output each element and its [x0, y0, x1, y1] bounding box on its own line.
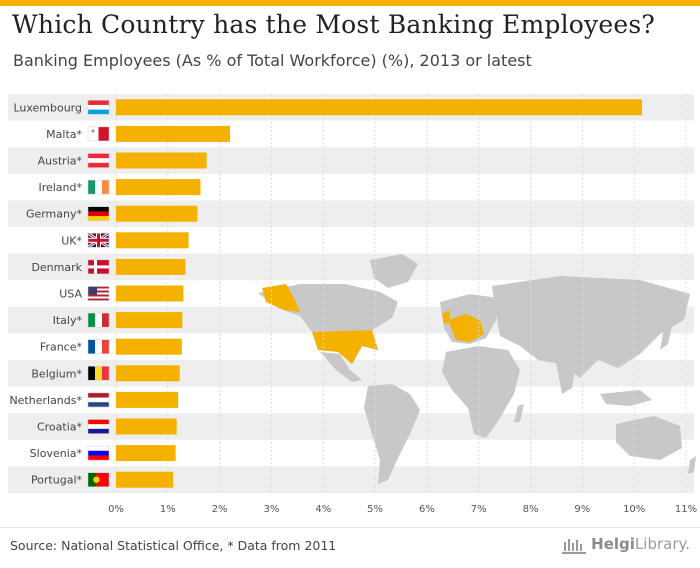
- x-tick-label: 4%: [315, 504, 331, 515]
- category-label: Germany*: [26, 208, 83, 221]
- bars: [116, 99, 642, 488]
- brand-name-rest: Library.: [634, 535, 690, 553]
- category-label: UK*: [61, 234, 82, 247]
- category-label: Ireland*: [38, 181, 82, 194]
- category-label: Luxembourg: [13, 101, 82, 114]
- library-building-icon: [562, 539, 587, 554]
- map-japan: [660, 326, 672, 350]
- top-accent-bar: [0, 0, 700, 6]
- netherlands-flag-icon: [87, 392, 110, 408]
- x-tick-label: 9%: [574, 504, 590, 515]
- x-tick-label: 2%: [212, 504, 228, 515]
- map-europe-highlight: [448, 314, 484, 342]
- france-flag-icon: [87, 339, 110, 354]
- uk-flag-icon: [87, 232, 110, 249]
- row-shade: [8, 253, 694, 281]
- row-shade: [8, 466, 694, 493]
- chart-subtitle: Banking Employees (As % of Total Workfor…: [13, 51, 532, 70]
- map-usa: [312, 330, 378, 364]
- x-tick-label: 1%: [160, 504, 176, 515]
- bar[interactable]: [116, 445, 176, 462]
- map-indonesia: [600, 390, 652, 406]
- row-shade: [8, 147, 694, 174]
- slovenia-flag-icon: [87, 445, 110, 461]
- denmark-flag-icon: [87, 259, 110, 275]
- portugal-flag-icon: [87, 472, 110, 487]
- category-label: Austria*: [38, 155, 83, 168]
- map-south-america: [364, 384, 420, 484]
- row-shade: [8, 200, 694, 227]
- row-shade: [8, 413, 694, 440]
- x-tick-labels: 0% 1% 2% 3% 4% 5% 6% 7% 8% 9% 10% 11%: [108, 504, 697, 515]
- ireland-flag-icon: [87, 179, 110, 195]
- bar[interactable]: [116, 205, 198, 222]
- chart-title: Which Country has the Most Banking Emplo…: [12, 10, 655, 39]
- bar[interactable]: [116, 391, 179, 408]
- category-labels: Luxembourg Malta* Austria* Ireland* Germany*…: [9, 101, 82, 486]
- x-tick-label: 7%: [471, 504, 487, 515]
- belgium-flag-icon: [87, 366, 110, 381]
- bar[interactable]: [116, 125, 230, 142]
- x-tick-label: 0%: [108, 504, 124, 515]
- bar[interactable]: [116, 285, 184, 302]
- bar[interactable]: [116, 471, 173, 488]
- category-label: Portugal*: [31, 474, 83, 487]
- footer-divider: [0, 527, 700, 528]
- map-new-zealand: [688, 456, 696, 474]
- category-label: Slovenia*: [30, 447, 83, 460]
- bar[interactable]: [116, 338, 182, 355]
- chart-area: Luxembourg Malta* Austria* Ireland* Germany*…: [0, 88, 700, 528]
- map-uk-island: [442, 310, 451, 324]
- category-label: Belgium*: [31, 367, 82, 380]
- bar[interactable]: [116, 179, 201, 196]
- category-label: Netherlands*: [9, 394, 82, 407]
- brand-name-bold: Helgi: [591, 535, 635, 553]
- bar[interactable]: [116, 312, 183, 329]
- bar[interactable]: [116, 232, 189, 249]
- world-map-icon: [258, 254, 696, 484]
- austria-flag-icon: [87, 153, 110, 168]
- category-label: Croatia*: [37, 421, 83, 434]
- category-label: France*: [40, 341, 83, 354]
- x-tick-label: 8%: [523, 504, 539, 515]
- luxembourg-flag-icon: [87, 100, 110, 115]
- map-india: [556, 362, 576, 394]
- malta-flag-icon: [87, 126, 110, 142]
- map-australia: [616, 416, 682, 460]
- x-tick-label: 5%: [367, 504, 383, 515]
- germany-flag-icon: [87, 206, 110, 221]
- map-greenland: [370, 254, 418, 288]
- flags: [87, 100, 110, 487]
- map-asia: [492, 276, 690, 378]
- x-tick-label: 6%: [419, 504, 435, 515]
- bar[interactable]: [116, 99, 642, 116]
- map-africa: [442, 346, 520, 438]
- bar[interactable]: [116, 258, 186, 275]
- croatia-flag-icon: [87, 419, 110, 434]
- x-tick-label: 10%: [623, 504, 645, 515]
- map-madagascar: [514, 404, 524, 422]
- category-label: Denmark: [31, 261, 82, 274]
- bar[interactable]: [116, 365, 180, 382]
- map-mexico: [320, 352, 362, 382]
- bar[interactable]: [116, 418, 177, 435]
- bar[interactable]: [116, 152, 207, 169]
- brand-logo[interactable]: Helgi Library.: [561, 534, 690, 554]
- category-label: Malta*: [46, 128, 82, 141]
- source-note: Source: National Statistical Office, * D…: [10, 538, 337, 553]
- usa-flag-icon: [87, 286, 110, 301]
- italy-flag-icon: [87, 312, 110, 328]
- x-tick-label: 3%: [264, 504, 280, 515]
- bar-chart: Luxembourg Malta* Austria* Ireland* Germany*…: [8, 94, 697, 515]
- category-label: Italy*: [53, 314, 83, 327]
- x-tick-label: 11%: [675, 504, 697, 515]
- category-label: USA: [59, 288, 82, 301]
